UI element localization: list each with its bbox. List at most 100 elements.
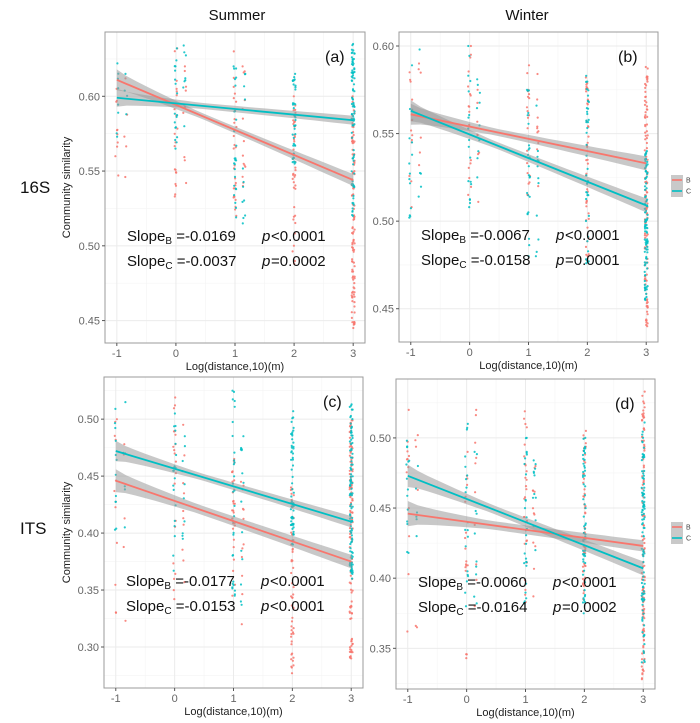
data-point-b <box>348 646 352 649</box>
data-point-b <box>474 491 477 494</box>
data-point-b <box>348 469 351 472</box>
panel-c: -1 0 1 2 3 0.30 0.35 0.40 0.45 0.50 Log(distance,1… <box>61 376 364 718</box>
data-point-b <box>584 76 588 79</box>
data-point-c <box>241 531 244 534</box>
data-point-c <box>641 618 644 621</box>
data-point-b <box>349 582 352 585</box>
data-point-b <box>643 617 646 620</box>
data-point-c <box>537 177 540 180</box>
data-point-b <box>172 589 175 592</box>
data-point-c <box>583 598 586 602</box>
data-point-c <box>353 123 356 126</box>
data-point-b <box>173 452 176 455</box>
data-point-c <box>350 527 353 530</box>
data-point-c <box>469 79 472 83</box>
data-point-c <box>525 436 528 439</box>
data-point-c <box>174 69 177 72</box>
data-point-c <box>350 541 353 544</box>
data-point-b <box>294 221 297 225</box>
data-point-b <box>291 596 294 599</box>
data-point-b <box>241 65 244 68</box>
data-point-c <box>583 494 587 497</box>
data-point-b <box>173 598 176 601</box>
data-point-b <box>646 108 649 111</box>
data-point-c <box>408 162 411 165</box>
data-point-b <box>476 101 479 104</box>
data-point-b <box>581 565 585 568</box>
data-point-c <box>641 436 645 439</box>
data-point-b <box>466 483 469 486</box>
data-point-c <box>173 425 176 428</box>
data-point-b <box>645 137 649 140</box>
data-point-c <box>641 433 644 436</box>
data-point-c <box>527 89 531 92</box>
data-point-b <box>233 195 236 198</box>
data-point-c <box>351 96 354 99</box>
data-point-c <box>582 560 585 563</box>
data-point-c <box>646 160 649 163</box>
data-point-c <box>116 62 119 65</box>
data-point-b <box>643 406 646 409</box>
data-point-b <box>115 129 119 132</box>
x-tick-label: 2 <box>584 347 590 359</box>
data-point-c <box>415 535 418 538</box>
data-point-b <box>114 611 117 614</box>
data-point-c <box>537 238 540 241</box>
panel-tag: (a) <box>325 49 345 66</box>
data-point-b <box>290 635 293 638</box>
data-point-b <box>646 310 649 313</box>
data-point-c <box>586 240 589 243</box>
y-tick-label: 0.45 <box>370 503 391 515</box>
data-point-b <box>646 67 649 70</box>
data-point-b <box>353 322 356 325</box>
data-point-c <box>294 103 297 106</box>
data-point-b <box>290 632 293 636</box>
data-point-b <box>646 158 649 161</box>
data-point-c <box>351 441 354 445</box>
data-point-b <box>584 505 587 508</box>
data-point-c <box>528 195 531 198</box>
data-point-c <box>641 456 644 459</box>
data-point-b <box>523 578 527 582</box>
x-tick-label: 0 <box>173 348 179 360</box>
data-point-b <box>182 509 185 513</box>
y-tick-label: 0.40 <box>370 573 391 585</box>
data-point-b <box>405 458 409 461</box>
data-point-c <box>586 99 590 103</box>
panel-a: -1 0 1 2 3 0.45 0.50 0.55 0.60 Log(distance,10)(m… <box>61 31 366 373</box>
data-point-c <box>582 558 585 561</box>
data-point-c <box>350 557 353 560</box>
data-point-b <box>350 650 353 654</box>
data-point-c <box>350 131 353 134</box>
slope-subscript: B <box>459 235 466 246</box>
data-point-c <box>645 257 648 260</box>
data-point-b <box>527 93 531 96</box>
data-point-b <box>114 583 117 586</box>
data-point-c <box>182 44 185 47</box>
data-point-b <box>644 131 647 134</box>
data-point-c <box>291 517 294 520</box>
data-point-b <box>464 566 467 569</box>
panel-d: -1 0 1 2 3 0.35 0.40 0.45 0.50 Log(distance,10)(m… <box>370 378 691 719</box>
data-point-b <box>536 127 539 130</box>
data-point-c <box>641 470 644 473</box>
data-point-c <box>526 114 529 117</box>
data-point-b <box>234 198 237 201</box>
data-point-c <box>406 494 409 497</box>
y-tick-label: 0.50 <box>373 216 394 228</box>
data-point-b <box>290 640 293 643</box>
data-point-b <box>643 390 646 393</box>
data-point-c <box>349 547 352 550</box>
slope-label: Slope <box>127 228 165 245</box>
data-point-c <box>123 526 126 529</box>
data-point-b <box>523 410 526 413</box>
y-axis-title: Community similarity <box>61 481 73 583</box>
data-point-b <box>175 87 178 90</box>
data-point-b <box>585 253 588 256</box>
data-point-b <box>291 547 294 550</box>
slope-value: =-0.0164 <box>464 599 528 616</box>
data-point-c <box>524 557 528 560</box>
data-point-c <box>640 486 643 489</box>
data-point-c <box>643 185 647 188</box>
slope-annotation-c: SlopeC =-0.0164 <box>418 599 527 618</box>
